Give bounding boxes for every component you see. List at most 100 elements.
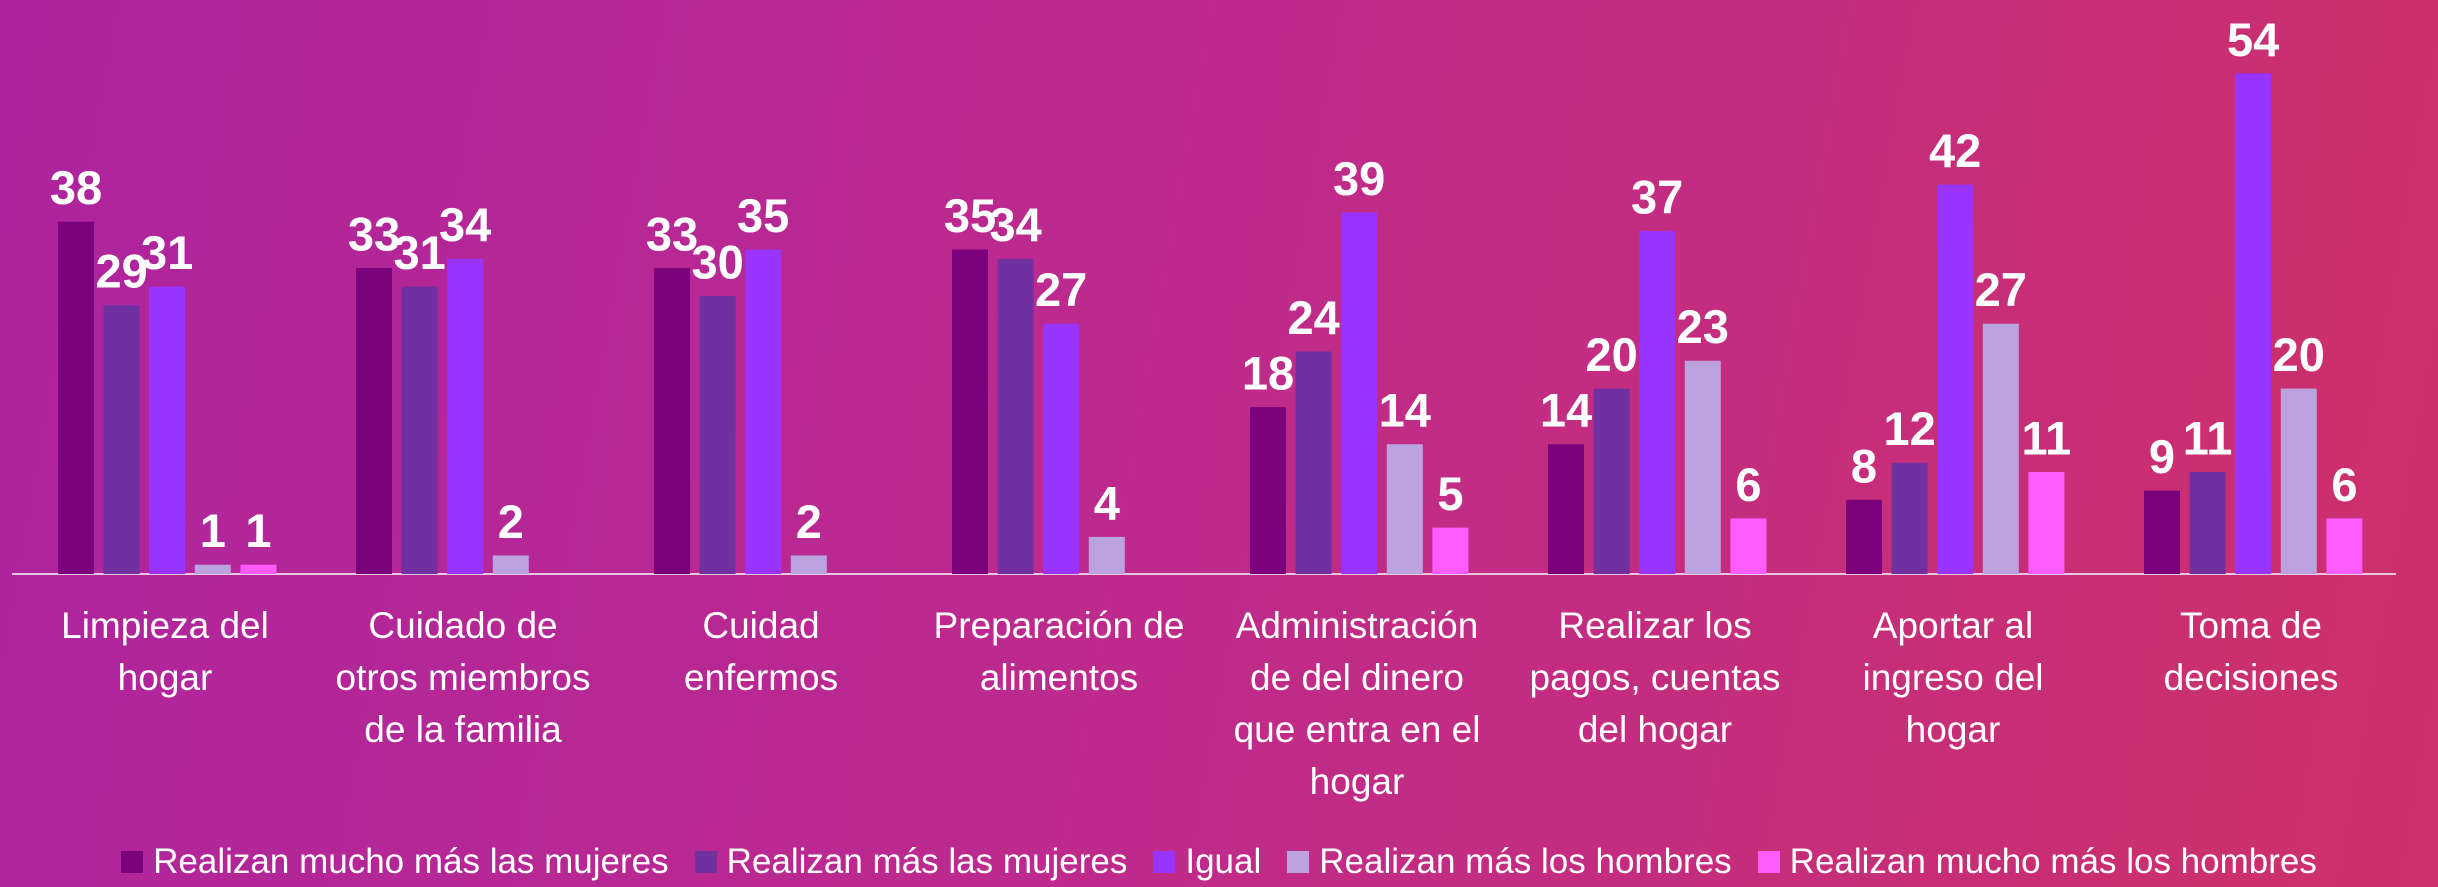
bar	[356, 268, 392, 574]
value-label: 23	[1677, 300, 1729, 353]
legend-label: Realizan mucho más las mujeres	[153, 842, 669, 881]
bar	[2028, 472, 2065, 574]
bar	[1891, 462, 1928, 574]
x-tick-label: Cuidado de otros miembros de la familia	[335, 605, 591, 750]
value-label: 31	[141, 226, 193, 279]
bar	[492, 555, 529, 574]
value-label: 5	[1437, 467, 1463, 520]
x-tick-label: Administración de del dinero que entra e…	[1233, 605, 1481, 802]
value-label: 2	[796, 495, 822, 548]
value-label: 20	[1585, 328, 1637, 381]
bar	[1982, 323, 2019, 574]
bar	[699, 295, 736, 574]
bar	[58, 221, 94, 575]
legend-swatch	[1287, 851, 1310, 873]
bar	[1846, 499, 1882, 574]
legend-label: Realizan más los hombres	[1319, 842, 1732, 881]
value-label: 1	[245, 504, 271, 557]
value-label: 27	[1035, 263, 1087, 316]
value-label: 4	[1094, 476, 1120, 529]
bar	[952, 249, 988, 575]
x-tick-label: Limpieza del hogar	[61, 605, 269, 698]
x-tick-label: Realizar los pagos, cuentas del hogar	[1529, 605, 1781, 750]
value-label: 6	[1735, 458, 1761, 511]
bar	[790, 555, 827, 574]
value-label: 30	[691, 235, 743, 288]
value-label: 54	[2227, 13, 2279, 66]
value-label: 35	[944, 189, 996, 242]
legend-item: Realizan más las mujeres	[694, 842, 1128, 882]
bar	[194, 564, 231, 574]
value-label: 24	[1287, 291, 1339, 344]
legend: Realizan mucho más las mujeres Realizan m…	[0, 842, 2438, 882]
bar	[2189, 472, 2226, 574]
legend-item: Realizan mucho más los hombres	[1757, 842, 2317, 882]
bar	[447, 258, 484, 574]
bar	[2144, 490, 2180, 574]
bar	[997, 258, 1034, 574]
value-label: 34	[989, 198, 1041, 251]
x-tick-label: Toma de decisiones	[2163, 605, 2339, 698]
bar	[654, 268, 690, 574]
bar	[103, 305, 140, 574]
value-label: 18	[1242, 347, 1294, 400]
value-label: 33	[646, 208, 698, 261]
legend-label: Realizan más las mujeres	[726, 842, 1128, 881]
x-tick-label: Cuidad enfermos	[683, 605, 839, 698]
bar	[2280, 388, 2317, 574]
legend-label: Realizan mucho más los hombres	[1789, 842, 2317, 881]
value-label: 8	[1851, 439, 1877, 492]
bar	[240, 564, 277, 574]
bar	[1088, 536, 1125, 574]
bar	[401, 286, 438, 574]
value-label: 34	[439, 198, 491, 251]
legend-item: Igual	[1153, 842, 1261, 882]
bar	[1432, 527, 1469, 574]
x-tick-label: Preparación de alimentos	[933, 605, 1185, 698]
value-label: 31	[393, 226, 445, 279]
bar	[1341, 212, 1378, 574]
value-label: 37	[1631, 170, 1683, 223]
bar	[1937, 184, 1974, 574]
value-label: 14	[1540, 384, 1592, 437]
bar	[1250, 407, 1286, 574]
bar	[1593, 388, 1630, 574]
x-tick-label: Aportar al ingreso del hogar	[1862, 605, 2044, 750]
value-label: 39	[1333, 152, 1385, 205]
value-label: 2	[498, 495, 524, 548]
value-label: 9	[2149, 430, 2175, 483]
value-label: 27	[1975, 263, 2027, 316]
bar	[1730, 518, 1767, 574]
bar	[2235, 73, 2272, 575]
value-label: 6	[2331, 458, 2357, 511]
bar	[2326, 518, 2363, 574]
value-label: 12	[1883, 402, 1935, 455]
bar	[1639, 231, 1676, 574]
legend-label: Igual	[1185, 842, 1262, 881]
value-label: 11	[2183, 411, 2233, 464]
value-label: 1	[200, 504, 226, 557]
bar	[149, 286, 186, 574]
bar	[1548, 444, 1584, 574]
legend-swatch	[121, 851, 144, 873]
bar	[745, 249, 782, 575]
bar	[1043, 323, 1080, 574]
bar	[1295, 351, 1332, 574]
value-label: 38	[50, 161, 102, 214]
value-label: 42	[1929, 124, 1981, 177]
value-label: 35	[737, 189, 789, 242]
value-label: 33	[348, 208, 400, 261]
legend-swatch	[1153, 851, 1176, 873]
legend-swatch	[1757, 851, 1780, 873]
value-label: 14	[1379, 384, 1431, 437]
value-label: 29	[95, 245, 147, 298]
legend-item: Realizan mucho más las mujeres	[121, 842, 669, 882]
legend-swatch	[694, 851, 717, 873]
bar	[1386, 444, 1423, 574]
value-label: 11	[2022, 411, 2072, 464]
legend-item: Realizan más los hombres	[1287, 842, 1732, 882]
bar	[1684, 360, 1721, 574]
value-label: 20	[2273, 328, 2325, 381]
